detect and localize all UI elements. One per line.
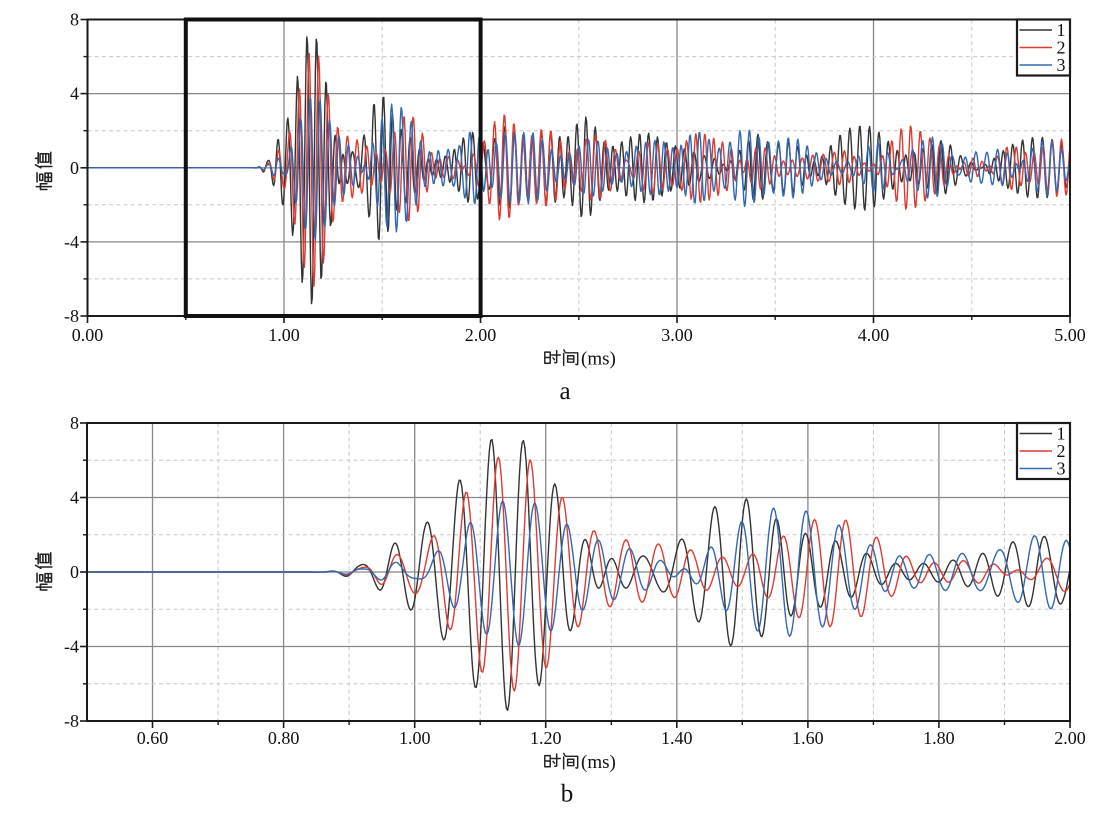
svg-text:0.60: 0.60 <box>137 728 169 748</box>
svg-text:1.60: 1.60 <box>792 728 824 748</box>
svg-text:(ms): (ms) <box>581 752 616 773</box>
svg-text:5.00: 5.00 <box>1054 325 1086 345</box>
svg-text:3.00: 3.00 <box>661 325 693 345</box>
svg-text:2.00: 2.00 <box>465 325 497 345</box>
svg-text:a: a <box>559 378 570 405</box>
svg-text:8: 8 <box>70 413 79 433</box>
svg-text:0.00: 0.00 <box>72 325 104 345</box>
svg-text:4.00: 4.00 <box>858 325 890 345</box>
svg-text:1: 1 <box>1057 424 1066 444</box>
svg-text:3: 3 <box>1057 55 1066 75</box>
svg-text:3: 3 <box>1057 459 1066 479</box>
svg-text:1.20: 1.20 <box>530 728 562 748</box>
svg-text:1.40: 1.40 <box>661 728 693 748</box>
svg-text:1: 1 <box>1057 20 1066 40</box>
svg-text:4: 4 <box>70 84 79 104</box>
svg-text:0: 0 <box>70 158 79 178</box>
svg-text:1.00: 1.00 <box>399 728 431 748</box>
svg-text:4: 4 <box>70 488 79 508</box>
svg-text:b: b <box>561 781 574 808</box>
svg-text:0: 0 <box>70 562 79 582</box>
svg-text:-4: -4 <box>64 637 79 657</box>
svg-text:0.80: 0.80 <box>268 728 300 748</box>
svg-text:(ms): (ms) <box>581 349 616 370</box>
svg-text:2: 2 <box>1057 441 1066 461</box>
svg-text:8: 8 <box>70 10 79 30</box>
svg-text:2.00: 2.00 <box>1054 728 1086 748</box>
svg-text:-8: -8 <box>64 711 79 731</box>
svg-text:2: 2 <box>1057 38 1066 58</box>
svg-text:1.00: 1.00 <box>268 325 300 345</box>
svg-text:1.80: 1.80 <box>923 728 955 748</box>
svg-text:-4: -4 <box>64 232 79 252</box>
svg-text:-8: -8 <box>64 306 79 326</box>
